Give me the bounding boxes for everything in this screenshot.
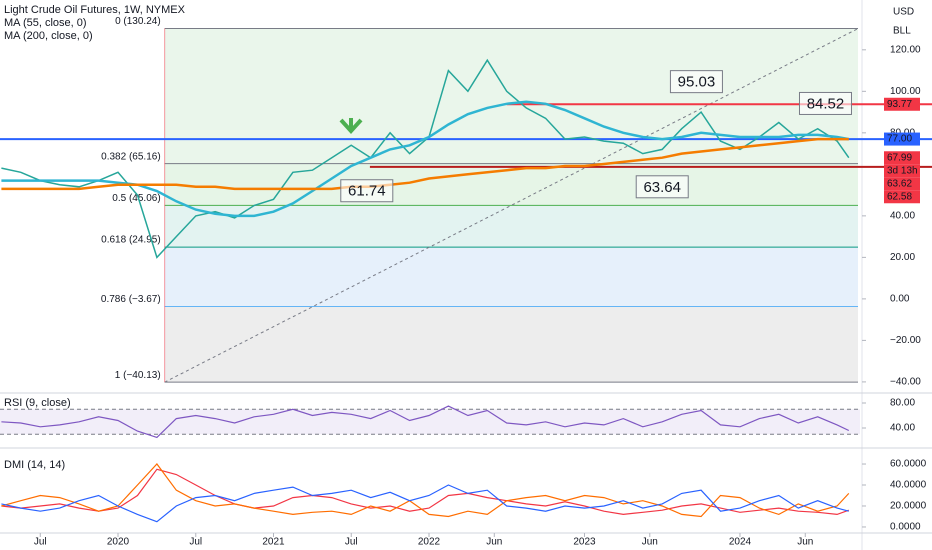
series-line xyxy=(1,405,850,439)
fib-trendline xyxy=(164,28,859,383)
fib-label: 0.786 (−3.67) xyxy=(101,294,161,305)
series-line xyxy=(1,100,850,218)
price-tag-label: 67.99 xyxy=(887,152,912,163)
indicator-label: DMI (14, 14) xyxy=(4,459,65,471)
fib-label: 1 (−40.13) xyxy=(115,370,161,381)
x-tick-label: Jul xyxy=(189,537,202,548)
fib-band xyxy=(164,205,858,248)
price-tag xyxy=(884,151,920,165)
price-tag xyxy=(884,97,920,111)
x-tick-label: 2020 xyxy=(107,537,130,548)
indicator-label: RSI (9, close) xyxy=(4,397,71,409)
y-tick-label: 20.00 xyxy=(890,252,915,263)
price-tag-label: 93.77 xyxy=(887,99,912,110)
y-tick-label: 40.0000 xyxy=(890,480,927,491)
x-tick-label: 2022 xyxy=(418,537,441,548)
callout-label: 84.52 xyxy=(807,95,845,112)
chart-title: Light Crude Oil Futures, 1W, NYMEX xyxy=(4,4,186,16)
price-tag-label: 62.58 xyxy=(887,191,912,202)
indicator-label: MA (55, close, 0) xyxy=(4,17,87,29)
fib-band xyxy=(164,306,858,383)
series-line xyxy=(1,468,850,516)
series-line xyxy=(1,463,850,518)
currency: USD xyxy=(893,7,914,18)
x-tick-label: Jun xyxy=(642,537,658,548)
y-tick-label: 120.00 xyxy=(890,44,921,55)
y-tick-label: 0.0000 xyxy=(890,522,921,533)
x-tick-label: Jul xyxy=(345,537,358,548)
price-tag xyxy=(884,190,920,204)
fib-label: 0.618 (24.95) xyxy=(101,235,161,246)
callout-label: 63.64 xyxy=(643,179,681,196)
series-line xyxy=(1,484,849,523)
x-tick-label: Jun xyxy=(486,537,502,548)
fib-band xyxy=(164,247,858,307)
x-tick-label: 2024 xyxy=(729,537,752,548)
countdown-label: 3d 13h xyxy=(887,165,918,176)
fib-label: 0 (130.24) xyxy=(115,16,161,27)
series-line xyxy=(1,137,849,191)
callout-box xyxy=(669,70,723,94)
x-tick-label: Jul xyxy=(34,537,47,548)
y-tick-label: 20.0000 xyxy=(890,501,927,512)
x-tick-label: 2021 xyxy=(262,537,285,548)
rsi-band xyxy=(0,409,860,435)
x-tick-label: 2023 xyxy=(573,537,596,548)
y-tick-label: −20.00 xyxy=(890,335,921,346)
countdown-tag xyxy=(884,164,920,178)
y-tick-label: 40.00 xyxy=(890,211,915,222)
callout-box xyxy=(798,91,852,115)
y-tick-label: 40.00 xyxy=(890,423,915,434)
fib-label: 0.382 (65.16) xyxy=(101,151,161,162)
price-tag-label: 77.00 xyxy=(887,134,912,145)
indicator-label: MA (200, close, 0) xyxy=(4,30,93,42)
arrow-marker xyxy=(339,118,363,134)
fib-label: 0.5 (45.06) xyxy=(112,193,160,204)
price-tag-label: 63.62 xyxy=(887,178,912,189)
x-tick-label: Jun xyxy=(797,537,813,548)
price-tag xyxy=(884,177,920,191)
y-tick-label: 60.0000 xyxy=(890,459,927,470)
callout-label: 95.03 xyxy=(678,74,716,91)
price-tag xyxy=(884,132,920,146)
callout-label: 61.74 xyxy=(348,183,386,200)
callout-box xyxy=(635,175,689,199)
y-tick-label: 80.00 xyxy=(890,398,915,409)
y-tick-label: 0.00 xyxy=(890,294,910,305)
y-tick-label: −40.00 xyxy=(890,377,921,388)
y-tick-label: 100.00 xyxy=(890,86,921,97)
callout-box xyxy=(340,179,394,203)
unit: BLL xyxy=(893,26,911,37)
